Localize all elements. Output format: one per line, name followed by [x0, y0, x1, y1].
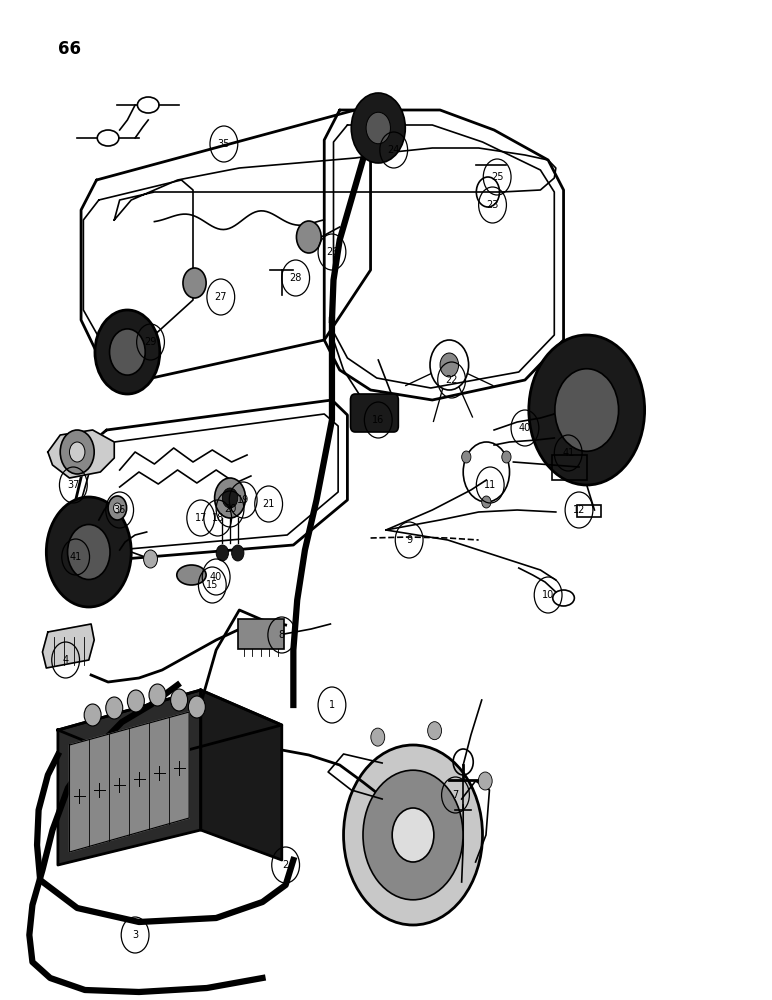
Text: 8: 8 — [279, 630, 285, 640]
Text: 22: 22 — [445, 375, 458, 385]
Text: 11: 11 — [484, 480, 496, 490]
Circle shape — [84, 704, 101, 726]
Text: 36: 36 — [113, 505, 126, 515]
Circle shape — [462, 451, 471, 463]
Text: 10: 10 — [542, 590, 554, 600]
Bar — [577, 505, 601, 517]
Circle shape — [371, 728, 384, 746]
Text: 4: 4 — [63, 655, 69, 665]
Polygon shape — [201, 690, 282, 860]
Circle shape — [188, 696, 205, 718]
Circle shape — [482, 496, 491, 508]
Text: 15: 15 — [206, 580, 218, 590]
Circle shape — [366, 112, 391, 144]
Text: 24: 24 — [388, 145, 400, 155]
Circle shape — [392, 808, 434, 862]
Text: 16: 16 — [372, 415, 384, 425]
Text: 41: 41 — [69, 552, 82, 562]
Circle shape — [113, 503, 121, 513]
Circle shape — [149, 684, 166, 706]
Text: 66: 66 — [58, 40, 81, 58]
Polygon shape — [48, 430, 114, 478]
Text: 26: 26 — [326, 247, 338, 257]
Polygon shape — [42, 624, 94, 668]
Text: 37: 37 — [67, 480, 80, 490]
Circle shape — [502, 451, 511, 463]
Bar — [238, 619, 284, 649]
Circle shape — [95, 310, 160, 394]
Polygon shape — [58, 690, 201, 865]
Text: 35: 35 — [218, 139, 230, 149]
Circle shape — [215, 478, 245, 518]
Circle shape — [344, 745, 482, 925]
Circle shape — [106, 697, 123, 719]
Circle shape — [351, 93, 405, 163]
Circle shape — [296, 221, 321, 253]
Circle shape — [183, 268, 206, 298]
Text: 40: 40 — [519, 423, 531, 433]
Text: 25: 25 — [491, 172, 503, 182]
Text: 7: 7 — [452, 790, 459, 800]
Circle shape — [46, 497, 131, 607]
Circle shape — [144, 550, 157, 568]
Ellipse shape — [177, 565, 206, 585]
Text: 2: 2 — [283, 860, 289, 870]
Polygon shape — [69, 712, 189, 852]
Circle shape — [127, 690, 144, 712]
Text: 40: 40 — [210, 572, 222, 582]
Circle shape — [110, 329, 145, 375]
Circle shape — [529, 335, 645, 485]
Polygon shape — [58, 690, 282, 763]
Circle shape — [363, 770, 463, 900]
Circle shape — [222, 488, 238, 508]
Bar — [552, 455, 587, 480]
Text: 18: 18 — [212, 513, 224, 523]
Text: 23: 23 — [486, 200, 499, 210]
Text: 41: 41 — [562, 448, 574, 458]
Circle shape — [69, 442, 85, 462]
Text: 3: 3 — [132, 930, 138, 940]
Circle shape — [555, 369, 618, 451]
Circle shape — [68, 524, 110, 580]
Circle shape — [60, 430, 94, 474]
Text: 1: 1 — [329, 700, 335, 710]
Text: 17: 17 — [195, 513, 207, 523]
Circle shape — [440, 353, 459, 377]
Text: 12: 12 — [573, 505, 585, 515]
Circle shape — [216, 545, 229, 561]
Text: 29: 29 — [144, 337, 157, 347]
Text: 20: 20 — [224, 504, 236, 514]
Circle shape — [171, 689, 188, 711]
Text: 21: 21 — [262, 499, 275, 509]
Circle shape — [428, 722, 442, 740]
Circle shape — [232, 545, 244, 561]
Text: 9: 9 — [406, 535, 412, 545]
Circle shape — [108, 496, 127, 520]
Circle shape — [479, 772, 493, 790]
Text: 19: 19 — [237, 495, 249, 505]
Text: 28: 28 — [290, 273, 302, 283]
Text: 27: 27 — [215, 292, 227, 302]
FancyBboxPatch shape — [350, 394, 398, 432]
